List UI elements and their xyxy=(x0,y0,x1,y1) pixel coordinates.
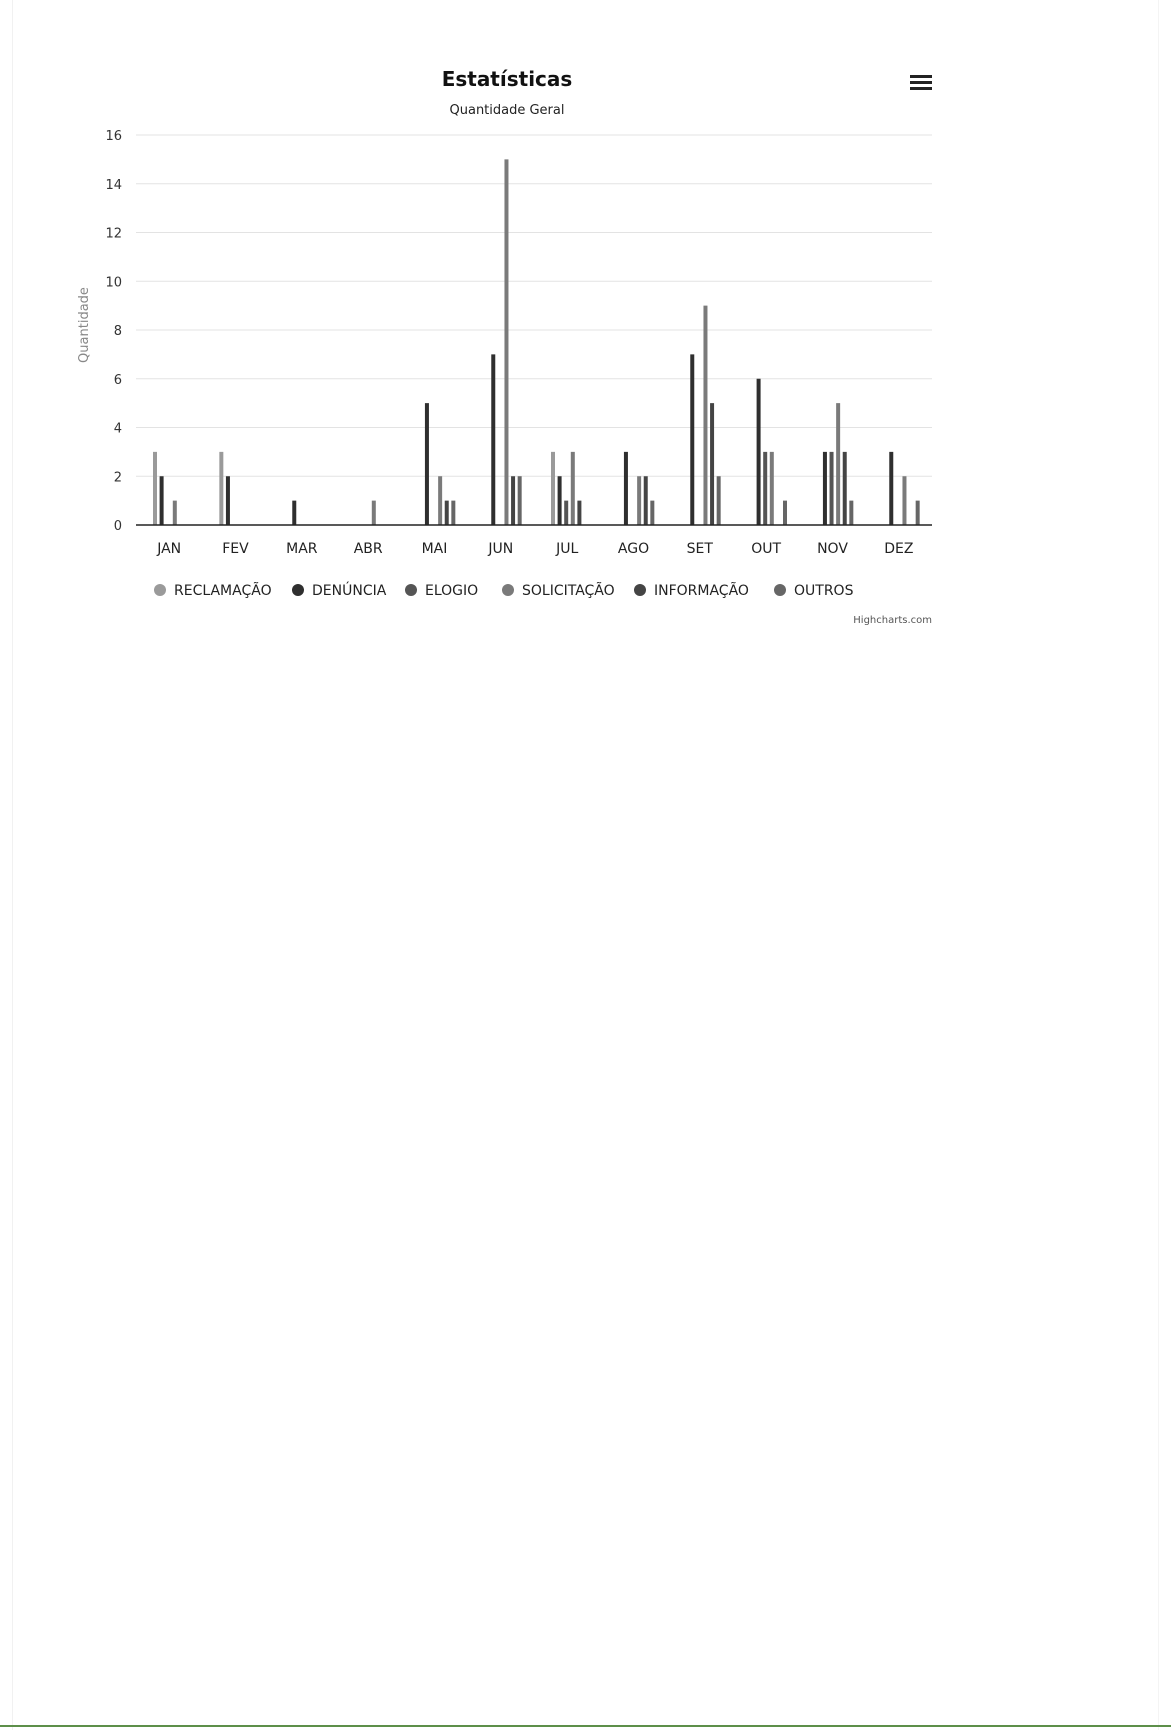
x-category-label: JUL xyxy=(555,541,578,557)
bar xyxy=(716,476,721,525)
bar xyxy=(915,500,920,525)
y-tick-label: 10 xyxy=(105,275,122,290)
bar xyxy=(504,159,509,525)
x-axis-categories: JAN FEV MAR ABR MAI JUN JUL AGO SET OUT NOV DEZ xyxy=(156,541,913,557)
bar xyxy=(650,500,655,525)
legend-marker xyxy=(154,584,166,596)
legend-item[interactable]: RECLAMAÇÃO xyxy=(154,582,272,599)
x-category-label: DEZ xyxy=(884,541,913,557)
x-category-label: MAI xyxy=(422,541,448,557)
bar xyxy=(643,476,648,525)
bar xyxy=(710,403,715,525)
x-category-label: JUN xyxy=(487,541,513,557)
legend-label: SOLICITAÇÃO xyxy=(522,582,615,599)
bar xyxy=(849,500,854,525)
legend-label: DENÚNCIA xyxy=(312,581,387,599)
legend-item[interactable]: INFORMAÇÃO xyxy=(634,582,749,599)
bar xyxy=(889,451,894,525)
legend-marker xyxy=(774,584,786,596)
credit-link[interactable]: Highcharts.com xyxy=(853,615,932,626)
y-tick-label: 16 xyxy=(105,129,122,144)
bar xyxy=(564,500,569,525)
x-category-label: FEV xyxy=(222,541,249,557)
legend-marker xyxy=(634,584,646,596)
bar xyxy=(557,476,562,525)
legend-marker xyxy=(502,584,514,596)
bar xyxy=(769,451,774,525)
bottom-rule xyxy=(0,1725,1171,1727)
x-category-label: MAR xyxy=(286,541,318,557)
bar xyxy=(637,476,642,525)
legend-item[interactable]: ELOGIO xyxy=(405,583,478,599)
page-edge-right xyxy=(1158,0,1159,1730)
bar xyxy=(219,451,224,525)
bar xyxy=(577,500,582,525)
legend-marker xyxy=(292,584,304,596)
bar xyxy=(517,476,522,525)
bar xyxy=(783,500,787,525)
hamburger-menu-icon[interactable] xyxy=(910,75,932,90)
bar xyxy=(153,451,157,525)
y-tick-label: 6 xyxy=(114,373,122,388)
chart-title: Estatísticas xyxy=(442,67,573,91)
legend-label: RECLAMAÇÃO xyxy=(174,582,272,599)
x-category-label: SET xyxy=(687,541,714,557)
y-axis-ticks: 0 2 4 6 8 10 12 14 16 xyxy=(105,129,122,534)
legend-item[interactable]: DENÚNCIA xyxy=(292,581,387,599)
bar xyxy=(159,476,164,525)
y-tick-label: 4 xyxy=(114,422,122,437)
x-category-label: JAN xyxy=(156,541,181,557)
bar xyxy=(756,378,761,525)
y-axis-label: Quantidade xyxy=(77,287,92,363)
x-category-label: OUT xyxy=(751,541,781,557)
bar xyxy=(623,451,628,525)
legend-label: INFORMAÇÃO xyxy=(654,582,749,599)
bar xyxy=(836,403,841,525)
bar xyxy=(172,500,177,525)
bar xyxy=(444,500,449,525)
bar xyxy=(829,451,834,525)
x-category-label: ABR xyxy=(354,541,383,557)
y-tick-label: 12 xyxy=(105,227,122,242)
bar xyxy=(424,403,429,525)
x-category-label: AGO xyxy=(618,541,649,557)
legend-item[interactable]: SOLICITAÇÃO xyxy=(502,582,615,599)
bar xyxy=(690,354,695,525)
x-category-label: NOV xyxy=(817,541,848,557)
bar xyxy=(902,476,907,525)
legend-label: ELOGIO xyxy=(425,583,478,599)
bar xyxy=(570,451,575,525)
legend-item[interactable]: OUTROS xyxy=(774,583,854,599)
chart-subtitle: Quantidade Geral xyxy=(450,103,565,118)
y-tick-label: 14 xyxy=(105,178,122,193)
bar xyxy=(842,451,847,525)
bar xyxy=(822,451,827,525)
bar xyxy=(438,476,443,525)
bar xyxy=(491,354,496,525)
bar xyxy=(511,476,516,525)
y-tick-label: 2 xyxy=(114,470,122,485)
bar xyxy=(292,500,297,525)
y-tick-label: 0 xyxy=(114,519,122,534)
y-tick-label: 8 xyxy=(114,324,122,339)
grid-lines xyxy=(136,134,932,477)
bars xyxy=(153,159,920,525)
bar xyxy=(451,500,456,525)
bar xyxy=(763,451,768,525)
legend-marker xyxy=(405,584,417,596)
page-edge-left xyxy=(12,0,13,1730)
bar xyxy=(371,500,376,525)
bar xyxy=(551,451,555,525)
legend-label: OUTROS xyxy=(794,583,854,599)
bar xyxy=(225,476,230,525)
bar xyxy=(703,305,708,525)
legend: RECLAMAÇÃO DENÚNCIA ELOGIO SOLICITAÇÃO INFOR… xyxy=(154,581,854,599)
